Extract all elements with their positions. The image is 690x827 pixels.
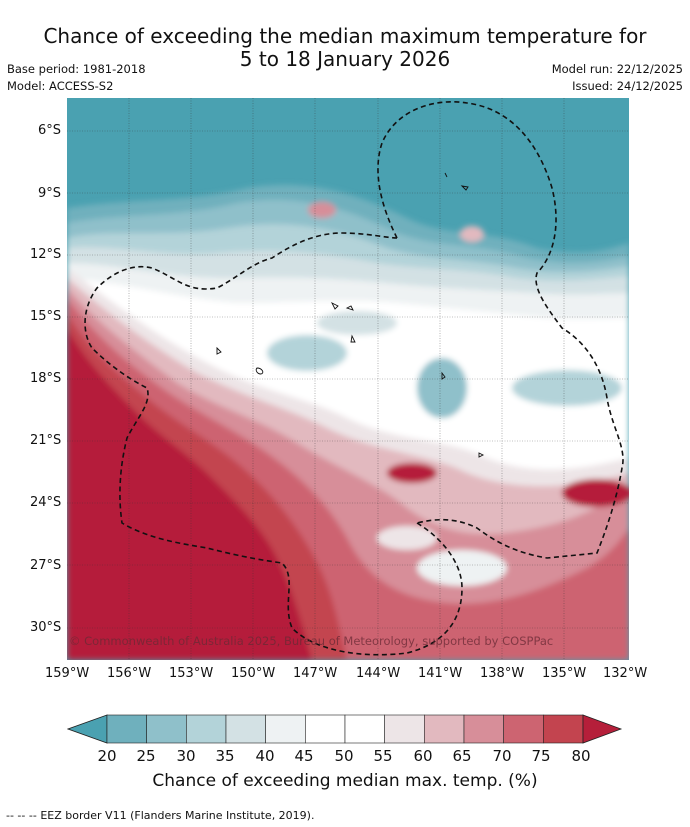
red-pocket-2 bbox=[387, 463, 437, 483]
pink-pocket-east bbox=[460, 226, 484, 242]
high-probability-region bbox=[67, 328, 312, 660]
colorbar-tick-30: 30 bbox=[176, 747, 196, 765]
lon-label-135w: 135°W bbox=[542, 666, 587, 681]
colorbar-bin bbox=[384, 714, 425, 744]
colorbar-bin bbox=[106, 714, 147, 744]
colorbar-tick-40: 40 bbox=[255, 747, 275, 765]
colorbar-bins bbox=[106, 714, 584, 744]
lat-label-9s: 9°S bbox=[38, 186, 62, 201]
colorbar-bin bbox=[186, 714, 227, 744]
islands bbox=[216, 172, 485, 458]
eez-legend-marker: -- -- -- bbox=[6, 809, 37, 822]
model-name: Model: ACCESS-S2 bbox=[7, 79, 114, 93]
lat-label-21s: 21°S bbox=[30, 433, 62, 448]
colorbar-bin bbox=[265, 714, 306, 744]
lon-label-132w: 132°W bbox=[603, 666, 648, 681]
graticule bbox=[67, 98, 629, 660]
colorbar-tick-80: 80 bbox=[571, 747, 591, 765]
lat-label-27s: 27°S bbox=[30, 558, 62, 573]
colorbar-tick-35: 35 bbox=[215, 747, 235, 765]
colorbar-bin bbox=[225, 714, 266, 744]
colorbar-tick-75: 75 bbox=[531, 747, 551, 765]
colorbar bbox=[67, 714, 623, 744]
light-pocket-2 bbox=[377, 526, 437, 550]
colorbar-bin bbox=[543, 714, 584, 744]
colorbar-high-arrow bbox=[582, 714, 623, 744]
issued-date: Issued: 24/12/2025 bbox=[572, 79, 683, 93]
lon-label-138w: 138°W bbox=[480, 666, 525, 681]
lat-label-18s: 18°S bbox=[30, 371, 62, 386]
map-title-line-1: Chance of exceeding the median maximum t… bbox=[43, 24, 647, 48]
colorbar-bin bbox=[424, 714, 465, 744]
lon-label-147w: 147°W bbox=[293, 666, 338, 681]
colorbar-tick-65: 65 bbox=[452, 747, 472, 765]
lat-label-30s: 30°S bbox=[30, 620, 62, 635]
map-canvas: © Commonwealth of Australia 2025, Bureau… bbox=[67, 98, 629, 660]
red-pocket-1 bbox=[562, 479, 629, 507]
colorbar-low-arrow bbox=[67, 714, 108, 744]
lon-label-153w: 153°W bbox=[169, 666, 214, 681]
eez-borders bbox=[84, 101, 624, 656]
model-run-date: Model run: 22/12/2025 bbox=[551, 62, 683, 76]
colorbar-tick-55: 55 bbox=[373, 747, 393, 765]
colorbar-bin bbox=[305, 714, 346, 744]
colorbar-bin bbox=[503, 714, 544, 744]
pink-pocket-north bbox=[308, 202, 336, 218]
copyright-notice: © Commonwealth of Australia 2025, Bureau… bbox=[69, 634, 553, 648]
colorbar-tick-45: 45 bbox=[294, 747, 314, 765]
colorbar-bin bbox=[463, 714, 504, 744]
colorbar-title: Chance of exceeding median max. temp. (%… bbox=[152, 771, 538, 791]
lon-label-156w: 156°W bbox=[107, 666, 152, 681]
colorbar-bin bbox=[344, 714, 385, 744]
probability-map: © Commonwealth of Australia 2025, Bureau… bbox=[67, 98, 629, 660]
colorbar-tick-25: 25 bbox=[136, 747, 156, 765]
lon-label-144w: 144°W bbox=[356, 666, 401, 681]
lon-label-159w: 159°W bbox=[45, 666, 90, 681]
lon-label-141w: 141°W bbox=[418, 666, 463, 681]
lat-label-24s: 24°S bbox=[30, 495, 62, 510]
eez-legend: -- -- -- EEZ border V11 (Flanders Marine… bbox=[6, 809, 314, 822]
lat-label-12s: 12°S bbox=[30, 247, 62, 262]
colorbar-tick-70: 70 bbox=[492, 747, 512, 765]
teal-pocket-1 bbox=[267, 335, 347, 371]
lat-label-6s: 6°S bbox=[38, 123, 62, 138]
colorbar-tick-20: 20 bbox=[97, 747, 117, 765]
colorbar-tick-60: 60 bbox=[413, 747, 433, 765]
lat-label-15s: 15°S bbox=[30, 309, 62, 324]
light-pocket-1 bbox=[417, 550, 507, 586]
colorbar-tick-50: 50 bbox=[334, 747, 354, 765]
colorbar-bin bbox=[146, 714, 187, 744]
base-period: Base period: 1981-2018 bbox=[7, 62, 146, 76]
teal-pocket-4 bbox=[317, 311, 397, 335]
eez-legend-text: EEZ border V11 (Flanders Marine Institut… bbox=[40, 809, 315, 822]
teal-pocket-2 bbox=[417, 358, 467, 418]
lon-label-150w: 150°W bbox=[231, 666, 276, 681]
map-title-line-2: 5 to 18 January 2026 bbox=[239, 47, 451, 71]
